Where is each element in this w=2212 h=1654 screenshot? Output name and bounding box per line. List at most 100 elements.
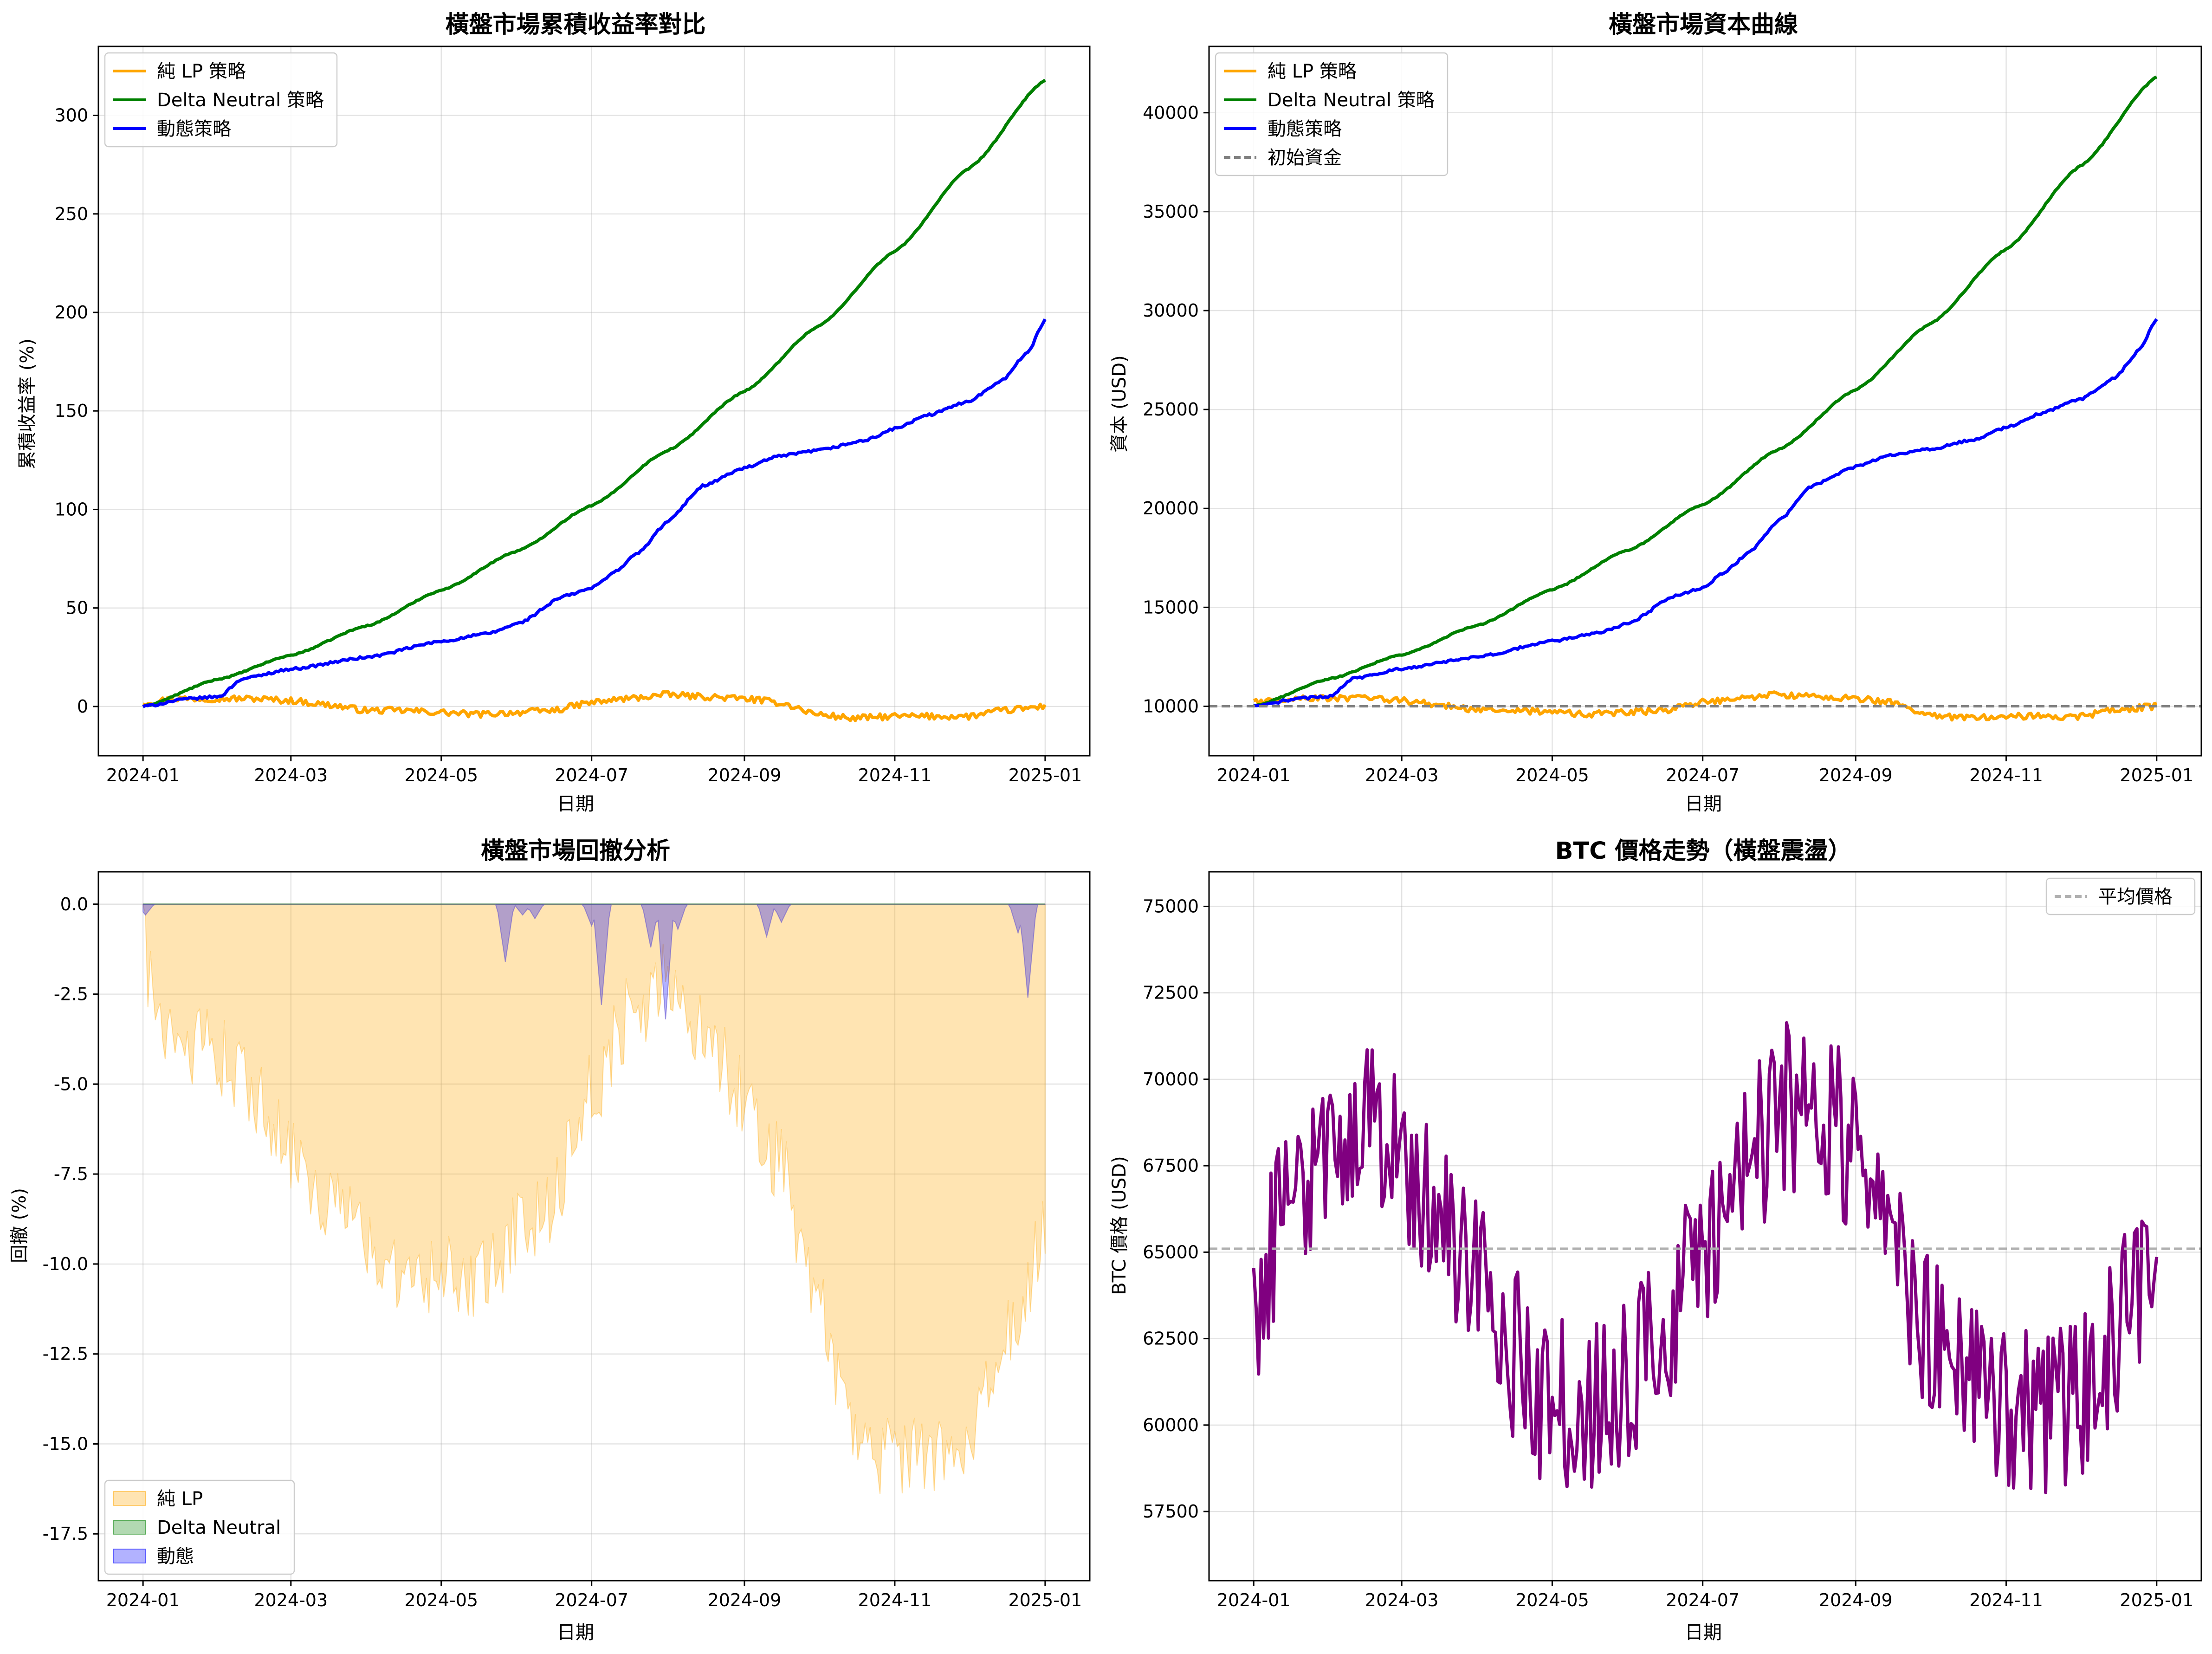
x-axis-label: 日期 xyxy=(1685,1622,1722,1643)
legend-swatch xyxy=(113,1520,146,1535)
x-tick-label: 2024-11 xyxy=(1969,1590,2043,1610)
x-tick-label: 2025-01 xyxy=(2120,765,2193,785)
y-tick-label: 100 xyxy=(54,499,88,519)
x-tick-label: 2025-01 xyxy=(1008,765,1082,785)
y-tick-label: 75000 xyxy=(1143,896,1199,916)
x-tick-label: 2024-05 xyxy=(404,765,478,785)
x-axis-label: 日期 xyxy=(1685,793,1722,815)
cumulative-return-chart: 橫盤市場累積收益率對比 日期 累積收益率 (%) 2024-01 2024-03 2… xyxy=(17,11,1091,815)
x-tick-label: 2024-07 xyxy=(1666,765,1740,785)
legend-label: 動態策略 xyxy=(157,118,231,140)
y-tick-label: 72500 xyxy=(1143,983,1199,1003)
y-tick-label: 57500 xyxy=(1143,1501,1199,1522)
chart-title: 橫盤市場資本曲線 xyxy=(1609,11,1798,39)
chart-title: BTC 價格走勢（橫盤震盪） xyxy=(1555,837,1852,865)
y-tick-label: 60000 xyxy=(1143,1415,1199,1435)
y-tick-label: -12.5 xyxy=(43,1344,88,1364)
legend-label: Delta Neutral xyxy=(157,1517,281,1538)
y-tick-label: 0 xyxy=(77,696,88,717)
dynamic-drawdown-area xyxy=(142,903,1046,1019)
series-line xyxy=(1253,690,2157,722)
chart-title: 橫盤市場回撤分析 xyxy=(481,837,670,865)
series-line xyxy=(1253,318,2158,707)
legend-label: 動態 xyxy=(157,1546,194,1567)
x-tick-label: 2024-11 xyxy=(858,765,932,785)
legend-swatch xyxy=(113,1549,146,1563)
x-axis-label: 日期 xyxy=(557,793,594,815)
x-tick-label: 2024-03 xyxy=(1365,1590,1439,1610)
y-tick-label: 25000 xyxy=(1143,399,1199,420)
legend-swatch xyxy=(113,1491,146,1506)
x-tick-label: 2024-03 xyxy=(1365,765,1439,785)
x-tick-label: 2024-01 xyxy=(106,765,180,785)
plot-frame xyxy=(1208,871,2202,1582)
legend-box xyxy=(2045,877,2196,915)
y-axis-label: 回撤 (%) xyxy=(9,1188,30,1263)
x-tick-label: 2024-07 xyxy=(555,765,628,785)
x-tick-label: 2024-01 xyxy=(106,1590,180,1610)
y-tick-label: -17.5 xyxy=(43,1524,88,1544)
x-tick-label: 2024-09 xyxy=(708,765,782,785)
y-tick-label: -5.0 xyxy=(54,1074,88,1094)
series-line xyxy=(1252,1021,2159,1494)
y-tick-label: -2.5 xyxy=(54,984,88,1005)
legend-label: Delta Neutral 策略 xyxy=(1268,90,1435,111)
plot-frame xyxy=(97,45,1091,757)
equity-curve-chart: 橫盤市場資本曲線 日期 資本 (USD) 2024-01 2024-03 2024-… xyxy=(1109,11,2202,815)
x-tick-label: 2024-11 xyxy=(1969,765,2043,785)
y-tick-label: 300 xyxy=(54,105,88,126)
lp-drawdown-area xyxy=(142,903,1046,1494)
x-tick-label: 2024-03 xyxy=(254,765,328,785)
y-tick-label: -10.0 xyxy=(43,1254,88,1274)
legend: 平均價格 xyxy=(2045,877,2196,915)
x-tick-label: 2025-01 xyxy=(2120,1590,2193,1610)
x-tick-label: 2024-09 xyxy=(708,1590,782,1610)
y-tick-label: 67500 xyxy=(1143,1155,1199,1176)
y-tick-label: 20000 xyxy=(1143,498,1199,519)
y-tick-label: 50 xyxy=(66,598,88,618)
y-axis-label: 累積收益率 (%) xyxy=(17,338,38,469)
x-tick-label: 2024-07 xyxy=(1666,1590,1740,1610)
x-tick-label: 2024-05 xyxy=(1515,765,1589,785)
x-tick-label: 2024-05 xyxy=(404,1590,478,1610)
series-line xyxy=(1253,75,2158,708)
legend-label: 純 LP 策略 xyxy=(157,61,246,82)
x-tick-label: 2024-09 xyxy=(1819,1590,1893,1610)
legend-label: 純 LP xyxy=(157,1488,203,1510)
legend: 純 LP Delta Neutral 動態 xyxy=(104,1479,295,1575)
y-tick-label: 30000 xyxy=(1143,300,1199,321)
x-tick-label: 2024-01 xyxy=(1217,1590,1291,1610)
legend-label: 純 LP 策略 xyxy=(1268,61,1357,82)
x-tick-label: 2025-01 xyxy=(1008,1590,1082,1610)
x-tick-label: 2024-09 xyxy=(1819,765,1893,785)
legend-label: 平均價格 xyxy=(2098,886,2173,908)
legend-label: 初始資金 xyxy=(1268,147,1342,169)
y-tick-label: 40000 xyxy=(1143,103,1199,123)
y-tick-label: 65000 xyxy=(1143,1242,1199,1262)
y-tick-label: -15.0 xyxy=(43,1433,88,1454)
x-tick-label: 2024-11 xyxy=(858,1590,932,1610)
btc-price-chart: BTC 價格走勢（橫盤震盪） 日期 BTC 價格 (USD) 2024-01 20… xyxy=(1109,837,2202,1643)
legend-label: Delta Neutral 策略 xyxy=(157,90,324,111)
legend-box xyxy=(1215,52,1449,176)
y-tick-label: 250 xyxy=(54,204,88,224)
y-tick-label: 10000 xyxy=(1143,696,1199,716)
x-tick-label: 2024-03 xyxy=(254,1590,328,1610)
legend-box xyxy=(104,52,338,148)
legend-box xyxy=(104,1479,295,1575)
series-line xyxy=(142,690,1047,722)
chart-title: 橫盤市場累積收益率對比 xyxy=(445,11,705,39)
y-tick-label: 15000 xyxy=(1143,597,1199,617)
x-axis-label: 日期 xyxy=(557,1622,594,1643)
series-line xyxy=(142,78,1046,708)
drawdown-chart: 橫盤市場回撤分析 日期 回撤 (%) 2024-01 2024-03 2024-05… xyxy=(9,837,1091,1643)
y-tick-label: 35000 xyxy=(1143,201,1199,222)
x-tick-label: 2024-07 xyxy=(555,1590,628,1610)
legend-label: 動態策略 xyxy=(1268,118,1342,140)
y-tick-label: 200 xyxy=(54,302,88,323)
y-axis-label: BTC 價格 (USD) xyxy=(1109,1156,1130,1295)
y-tick-label: 0.0 xyxy=(60,894,88,915)
